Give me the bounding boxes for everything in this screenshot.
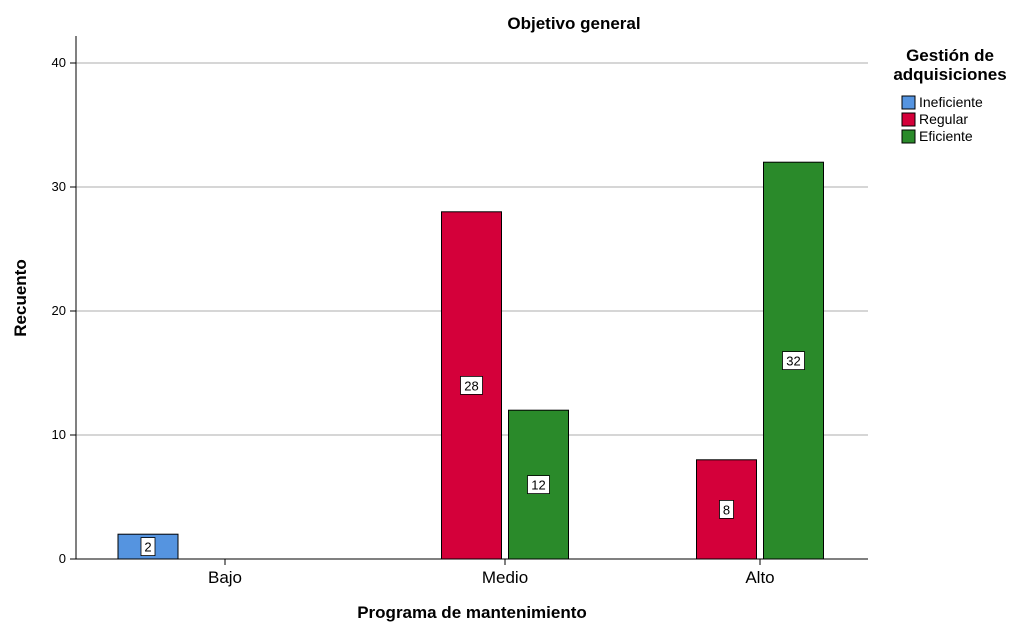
data-label-alto-regular: 8 — [723, 502, 730, 517]
x-axis-label: Programa de mantenimiento — [357, 603, 587, 622]
legend-swatch-ineficiente — [901, 95, 916, 110]
legend-swatch-regular — [901, 112, 916, 127]
legend-title-line2: adquisiciones — [893, 65, 1006, 84]
x-category-label-bajo: Bajo — [208, 568, 242, 587]
data-label-alto-eficiente: 32 — [786, 354, 800, 369]
legend-label-ineficiente: Ineficiente — [919, 94, 983, 110]
y-axis-label: Recuento — [11, 259, 30, 336]
y-tick-label-20: 20 — [52, 303, 66, 318]
data-label-box-alto-eficiente — [782, 351, 805, 371]
data-label-bajo-ineficiente: 2 — [144, 540, 151, 555]
bars: 2 28 12 8 32 — [117, 161, 824, 560]
legend: Gestión de adquisiciones IneficienteRegu… — [893, 46, 1006, 144]
y-axis-ticks: 0 10 20 30 40 — [52, 55, 76, 566]
data-label-box-medio-regular — [460, 375, 483, 395]
y-tick-label-30: 30 — [52, 179, 66, 194]
data-label-box-medio-eficiente — [527, 475, 550, 495]
x-category-label-alto: Alto — [745, 568, 774, 587]
data-label-box-alto-regular — [719, 499, 734, 519]
y-tick-label-0: 0 — [59, 551, 66, 566]
legend-swatch-eficiente — [901, 129, 916, 144]
legend-title-line1: Gestión de — [906, 46, 994, 65]
x-category-label-medio: Medio — [482, 568, 528, 587]
legend-label-eficiente: Eficiente — [919, 128, 973, 144]
chart-title: Objetivo general — [507, 14, 640, 33]
y-tick-label-40: 40 — [52, 55, 66, 70]
y-tick-label-10: 10 — [52, 427, 66, 442]
legend-label-regular: Regular — [919, 111, 968, 127]
data-label-box-bajo-ineficiente — [140, 537, 156, 556]
x-axis-categories: Bajo Medio Alto — [208, 559, 775, 587]
data-label-medio-eficiente: 12 — [531, 478, 545, 493]
data-label-medio-regular: 28 — [464, 378, 478, 393]
